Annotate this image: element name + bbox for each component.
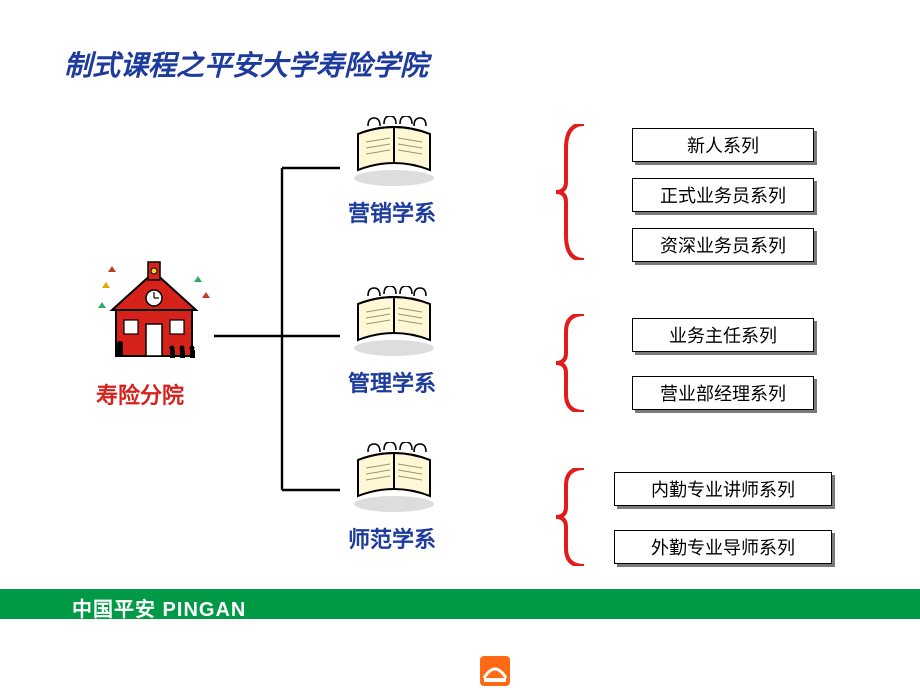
series-box: 资深业务员系列 [632, 228, 814, 262]
series-box: 内勤专业讲师系列 [614, 472, 832, 506]
department-label: 师范学系 [348, 522, 436, 554]
department-label: 营销学系 [348, 196, 436, 228]
curly-brace-icon [554, 468, 584, 571]
book-icon [346, 116, 442, 188]
footer-mark-icon [478, 654, 512, 688]
schoolhouse-icon [94, 258, 214, 368]
footer-logo-text: 中国平安 PINGAN [72, 593, 246, 622]
series-box: 正式业务员系列 [632, 178, 814, 212]
book-icon [346, 442, 442, 514]
curly-brace-icon [554, 124, 584, 265]
book-icon [346, 286, 442, 358]
series-box: 外勤专业导师系列 [614, 530, 832, 564]
slide-root: 制式课程之平安大学寿险学院 寿险分院 [0, 0, 920, 690]
series-box: 新人系列 [632, 128, 814, 162]
series-box: 营业部经理系列 [632, 376, 814, 410]
department-label: 管理学系 [348, 366, 436, 398]
root-label: 寿险分院 [96, 378, 184, 410]
series-box: 业务主任系列 [632, 318, 814, 352]
curly-brace-icon [554, 314, 584, 417]
